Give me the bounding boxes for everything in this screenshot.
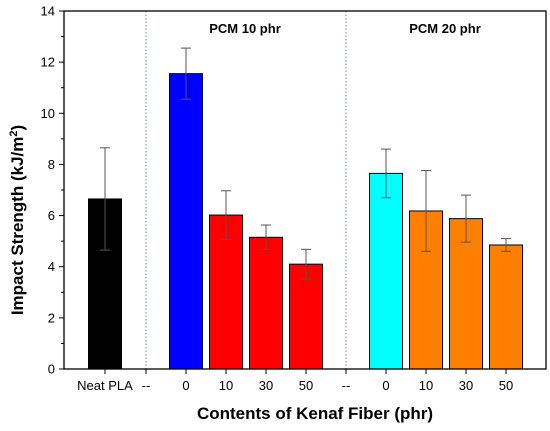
x-tick-label: 0: [382, 378, 389, 393]
x-tick-label: 50: [299, 378, 313, 393]
y-tick-label: 12: [41, 55, 55, 70]
x-tick-label: 10: [219, 378, 233, 393]
x-separator-label: --: [142, 378, 151, 393]
x-tick-label: 30: [259, 378, 273, 393]
plot-frame: [63, 10, 547, 370]
x-tick-label: 30: [459, 378, 473, 393]
group-label-pcm-10: PCM 10 phr: [209, 21, 281, 36]
y-tick-label: 0: [48, 362, 55, 377]
plot-area: Neat PLA 0 10 30 50 0 10 30 50 0 2 4 6 8 10 12 14: [41, 4, 547, 393]
bar: [249, 236, 283, 370]
bar: [449, 218, 483, 370]
y-tick-label: 10: [41, 106, 55, 121]
y-axis-title-superscript: 2: [8, 131, 20, 137]
x-separator-label: --: [342, 378, 351, 393]
group-label-pcm-20: PCM 20 phr: [409, 21, 481, 36]
x-axis-title: Contents of Kenaf Fiber (phr): [197, 404, 433, 423]
x-tick-label: 10: [419, 378, 433, 393]
bar: [169, 73, 203, 370]
x-tick-label: Neat PLA: [77, 378, 133, 393]
x-tick-label: 50: [499, 378, 513, 393]
y-axis-title-close: ): [8, 125, 27, 131]
y-tick-label: 14: [41, 4, 55, 19]
bar: [289, 263, 323, 370]
y-axis-title-main: Impact Strength (kJ/m: [8, 137, 27, 316]
x-tick-label: 0: [182, 378, 189, 393]
y-axis-title: Impact Strength (kJ/m2): [8, 125, 27, 315]
bar: [369, 172, 403, 370]
y-tick-label: 2: [48, 310, 55, 325]
y-tick-label: 6: [48, 208, 55, 223]
y-tick-label: 4: [48, 259, 55, 274]
y-tick-label: 8: [48, 157, 55, 172]
bar: [489, 244, 523, 370]
